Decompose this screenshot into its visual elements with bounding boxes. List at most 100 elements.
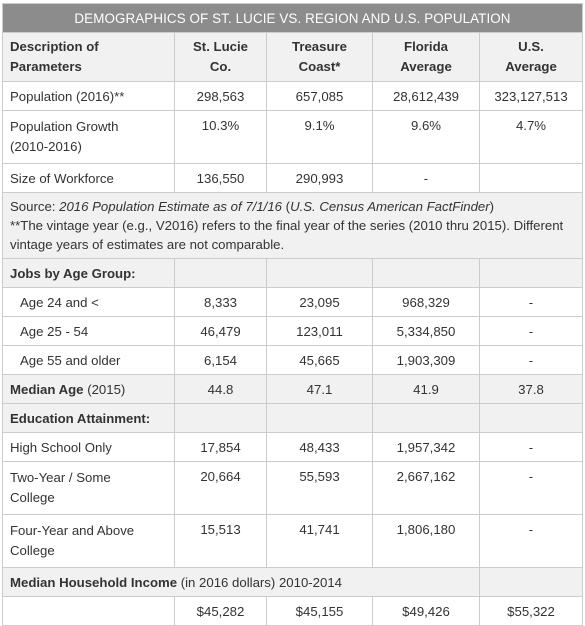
demographics-table: DEMOGRAPHICS OF ST. LUCIE VS. REGION AND… bbox=[2, 3, 583, 626]
jobs-treasure-coast: 123,011 bbox=[266, 316, 373, 346]
four-year-label-line2: College bbox=[10, 543, 55, 558]
jobs-st-lucie: 6,154 bbox=[174, 345, 267, 375]
vintage-note: **The vintage year (e.g., V2016) refers … bbox=[10, 218, 564, 252]
education-hs-us: - bbox=[479, 432, 583, 462]
income-heading-bold: Median Household Income bbox=[10, 574, 178, 590]
median-age-treasure-coast: 47.1 bbox=[266, 374, 373, 404]
jobs-us: - bbox=[479, 345, 583, 375]
jobs-row-label: Age 25 - 54 bbox=[2, 316, 175, 346]
jobs-treasure-coast: 23,095 bbox=[266, 287, 373, 317]
empty-cell bbox=[174, 258, 267, 288]
title-row: DEMOGRAPHICS OF ST. LUCIE VS. REGION AND… bbox=[2, 3, 583, 33]
education-two-year-st-lucie: 20,664 bbox=[174, 461, 267, 515]
source-factfinder: U.S. Census American FactFinder bbox=[290, 199, 490, 214]
education-two-year-us: - bbox=[479, 461, 583, 515]
table-title: DEMOGRAPHICS OF ST. LUCIE VS. REGION AND… bbox=[2, 3, 583, 33]
source-note: Source: 2016 Population Estimate as of 7… bbox=[2, 192, 583, 259]
median-age-us: 37.8 bbox=[479, 374, 583, 404]
median-age-label-year: (2015) bbox=[83, 381, 126, 397]
growth-label-line2: (2010-2016) bbox=[10, 139, 82, 154]
education-hs-florida: 1,957,342 bbox=[372, 432, 480, 462]
table-row: Age 24 and < 8,333 23,095 968,329 - bbox=[2, 287, 583, 317]
education-four-year-treasure-coast: 41,741 bbox=[266, 514, 373, 568]
growth-label-line1: Population Growth bbox=[10, 119, 119, 134]
education-two-year-row: Two-Year / Some College 20,664 55,593 2,6… bbox=[2, 461, 583, 515]
workforce-us bbox=[479, 163, 583, 193]
empty-cell bbox=[479, 403, 583, 433]
income-treasure-coast: $45,155 bbox=[266, 596, 373, 626]
source-estimate: 2016 Population Estimate as of 7/1/16 bbox=[59, 199, 282, 214]
income-heading: Median Household Income (in 2016 dollars… bbox=[2, 567, 480, 597]
header-us: U.S. Average bbox=[479, 32, 583, 82]
education-hs-st-lucie: 17,854 bbox=[174, 432, 267, 462]
income-us: $55,322 bbox=[479, 596, 583, 626]
header-row: Description of Parameters St. Lucie Co. Tr… bbox=[2, 32, 583, 82]
source-row: Source: 2016 Population Estimate as of 7… bbox=[2, 192, 583, 259]
median-age-st-lucie: 44.8 bbox=[174, 374, 267, 404]
empty-cell bbox=[266, 258, 373, 288]
median-age-label-bold: Median Age bbox=[10, 381, 84, 397]
growth-treasure-coast: 9.1% bbox=[266, 110, 373, 164]
income-heading-row: Median Household Income (in 2016 dollars… bbox=[2, 567, 583, 597]
four-year-label-line1: Four-Year and Above bbox=[10, 523, 135, 538]
empty-cell bbox=[2, 596, 175, 626]
empty-cell bbox=[174, 403, 267, 433]
jobs-row-label: Age 55 and older bbox=[2, 345, 175, 375]
header-description-line2: Parameters bbox=[10, 59, 82, 74]
education-four-year-row: Four-Year and Above College 15,513 41,741… bbox=[2, 514, 583, 568]
header-florida: Florida Average bbox=[372, 32, 480, 82]
growth-row: Population Growth (2010-2016) 10.3% 9.1% … bbox=[2, 110, 583, 164]
median-age-florida: 41.9 bbox=[372, 374, 480, 404]
population-label: Population (2016)** bbox=[2, 81, 175, 111]
header-florida-line1: Florida bbox=[404, 39, 448, 54]
population-florida: 28,612,439 bbox=[372, 81, 480, 111]
empty-cell bbox=[372, 258, 480, 288]
jobs-st-lucie: 8,333 bbox=[174, 287, 267, 317]
education-four-year-florida: 1,806,180 bbox=[372, 514, 480, 568]
jobs-us: - bbox=[479, 316, 583, 346]
table-row: Age 25 - 54 46,479 123,011 5,334,850 - bbox=[2, 316, 583, 346]
workforce-st-lucie: 136,550 bbox=[174, 163, 267, 193]
education-hs-label: High School Only bbox=[2, 432, 175, 462]
header-st-lucie-line2: Co. bbox=[209, 59, 232, 74]
income-florida: $49,426 bbox=[372, 596, 480, 626]
income-heading-rest: (in 2016 dollars) 2010-2014 bbox=[177, 574, 343, 590]
jobs-florida: 1,903,309 bbox=[372, 345, 480, 375]
growth-label: Population Growth (2010-2016) bbox=[2, 110, 175, 164]
header-treasure-coast-line1: Treasure bbox=[292, 39, 347, 54]
jobs-st-lucie: 46,479 bbox=[174, 316, 267, 346]
population-row: Population (2016)** 298,563 657,085 28,6… bbox=[2, 81, 583, 111]
jobs-heading-row: Jobs by Age Group: bbox=[2, 258, 583, 288]
workforce-row: Size of Workforce 136,550 290,993 - bbox=[2, 163, 583, 193]
header-us-line1: U.S. bbox=[518, 39, 544, 54]
two-year-label-line1: Two-Year / Some bbox=[10, 470, 111, 485]
header-description: Description of Parameters bbox=[2, 32, 175, 82]
growth-us: 4.7% bbox=[479, 110, 583, 164]
two-year-label-line2: College bbox=[10, 490, 55, 505]
empty-cell bbox=[479, 258, 583, 288]
demographics-table-container: DEMOGRAPHICS OF ST. LUCIE VS. REGION AND… bbox=[2, 3, 583, 626]
median-age-label: Median Age (2015) bbox=[2, 374, 175, 404]
jobs-florida: 968,329 bbox=[372, 287, 480, 317]
income-st-lucie: $45,282 bbox=[174, 596, 267, 626]
education-hs-row: High School Only 17,854 48,433 1,957,342… bbox=[2, 432, 583, 462]
empty-cell bbox=[266, 403, 373, 433]
empty-cell bbox=[479, 567, 583, 597]
empty-cell bbox=[372, 403, 480, 433]
growth-florida: 9.6% bbox=[372, 110, 480, 164]
source-prefix: Source: bbox=[10, 199, 60, 214]
header-treasure-coast: Treasure Coast* bbox=[266, 32, 373, 82]
header-treasure-coast-line2: Coast* bbox=[298, 59, 341, 74]
header-description-line1: Description of bbox=[10, 39, 99, 54]
workforce-label: Size of Workforce bbox=[2, 163, 175, 193]
workforce-florida: - bbox=[372, 163, 480, 193]
population-st-lucie: 298,563 bbox=[174, 81, 267, 111]
jobs-heading: Jobs by Age Group: bbox=[2, 258, 175, 288]
header-st-lucie-line1: St. Lucie bbox=[193, 39, 248, 54]
workforce-treasure-coast: 290,993 bbox=[266, 163, 373, 193]
education-four-year-st-lucie: 15,513 bbox=[174, 514, 267, 568]
jobs-florida: 5,334,850 bbox=[372, 316, 480, 346]
education-two-year-treasure-coast: 55,593 bbox=[266, 461, 373, 515]
growth-st-lucie: 10.3% bbox=[174, 110, 267, 164]
median-age-row: Median Age (2015) 44.8 47.1 41.9 37.8 bbox=[2, 374, 583, 404]
